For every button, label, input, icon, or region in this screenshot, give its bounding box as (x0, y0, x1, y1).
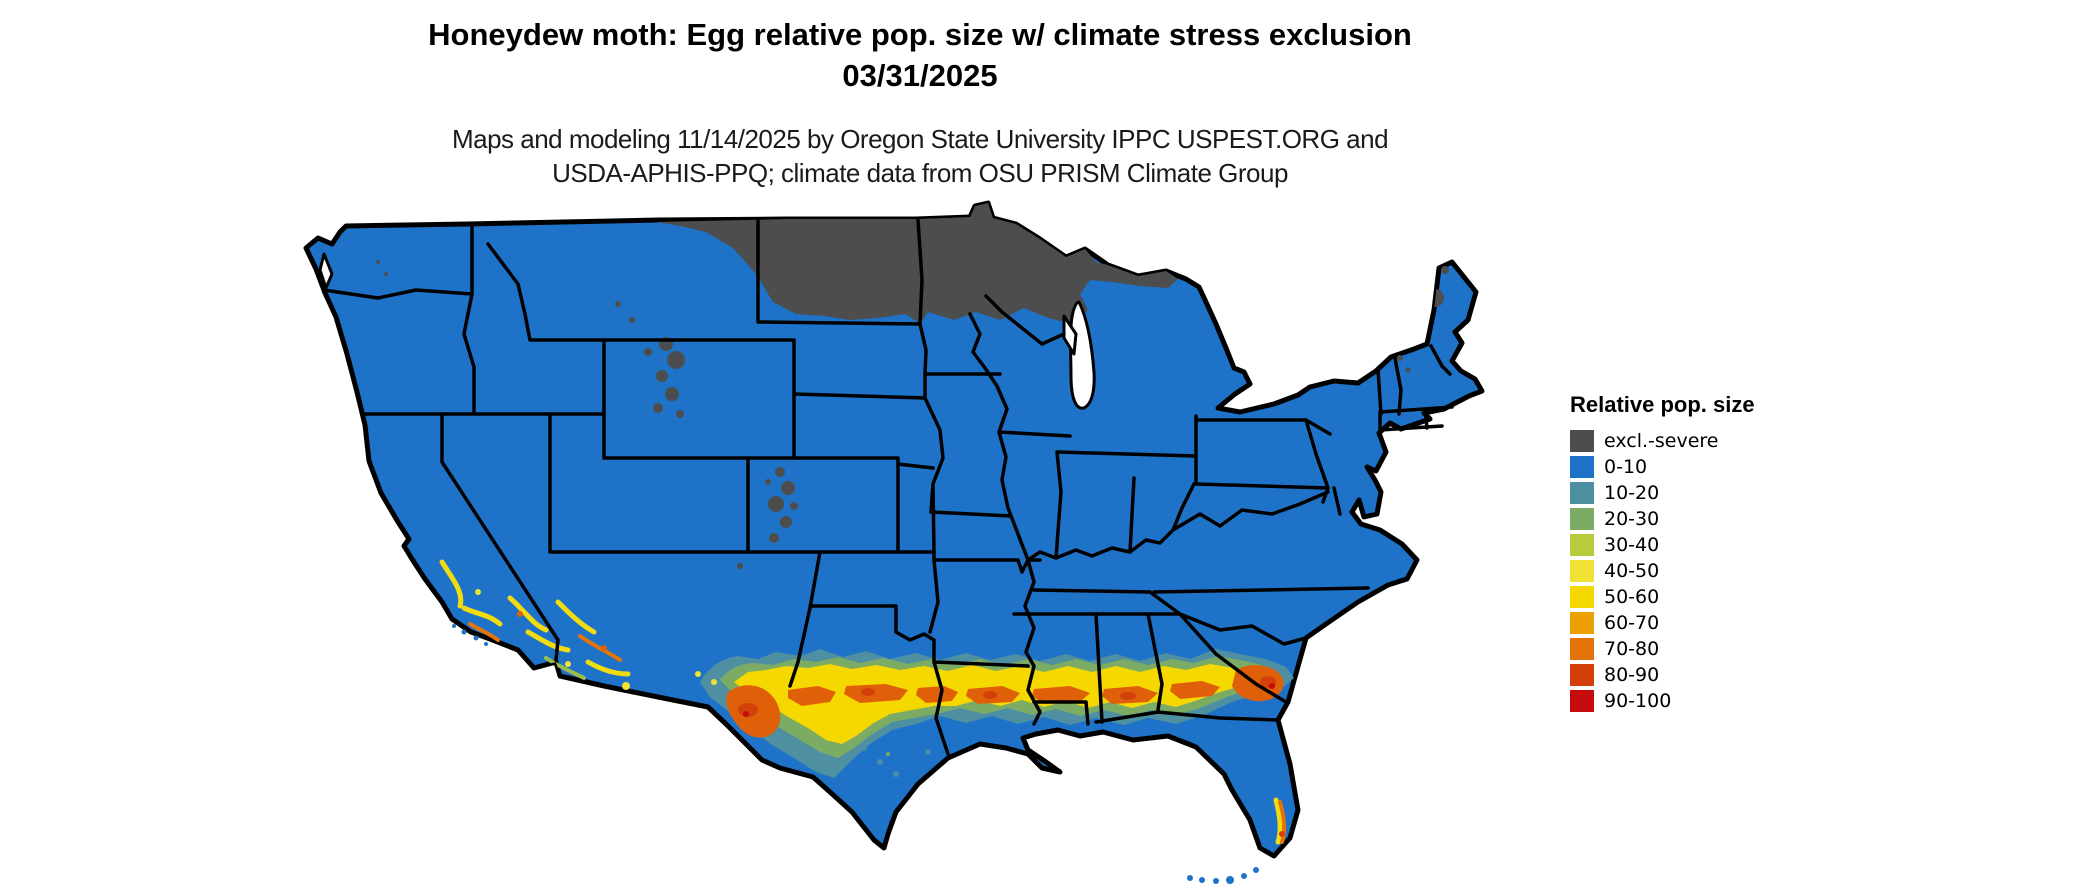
legend-item: 10-20 (1570, 482, 1810, 504)
channel-islands-dots (452, 624, 488, 646)
legend-item: 60-70 (1570, 612, 1810, 634)
legend-swatch-20-30 (1570, 508, 1594, 530)
pop-band-60-80 (726, 665, 1284, 738)
legend-item: 80-90 (1570, 664, 1810, 686)
legend-swatch-70-80 (1570, 638, 1594, 660)
map-subtitle-line2: USDA-APHIS-PPQ; climate data from OSU PR… (552, 158, 1288, 188)
map-title-line1: Honeydew moth: Egg relative pop. size w/… (428, 17, 1412, 52)
map-title: Honeydew moth: Egg relative pop. size w/… (220, 14, 1620, 96)
pop-band-40-60 (734, 664, 1272, 744)
map-subtitle-line1: Maps and modeling 11/14/2025 by Oregon S… (451, 124, 1389, 154)
map-title-date: 03/31/2025 (842, 58, 998, 93)
pop-band-90-100 (743, 683, 1275, 717)
florida-keys-dots (1187, 867, 1259, 884)
legend-swatch-40-50 (1570, 560, 1594, 582)
legend-item: excl.-severe (1570, 430, 1810, 452)
legend-swatch-60-70 (1570, 612, 1594, 634)
legend-swatch-excl-severe (1570, 430, 1594, 452)
legend-item: 40-50 (1570, 560, 1810, 582)
legend-item: 0-10 (1570, 456, 1810, 478)
map-raster-overlays (376, 203, 1449, 845)
pop-band-80-90 (738, 676, 1276, 717)
legend-swatch-0-10 (1570, 456, 1594, 478)
legend-item: 30-40 (1570, 534, 1810, 556)
legend-swatch-50-60 (1570, 586, 1594, 608)
green-bay (1062, 314, 1078, 356)
legend-title: Relative pop. size (1570, 392, 1755, 417)
texas-gulf-speckles (861, 745, 931, 777)
legend-item: 90-100 (1570, 690, 1810, 712)
legend-item: 70-80 (1570, 638, 1810, 660)
legend-swatch-90-100 (1570, 690, 1594, 712)
southwest-speckles (439, 559, 717, 701)
us-map (228, 162, 1550, 892)
lake-michigan (1069, 300, 1096, 410)
legend-swatch-80-90 (1570, 664, 1594, 686)
legend-swatch-30-40 (1570, 534, 1594, 556)
puget-sound (318, 252, 334, 290)
legend: Relative pop. size excl.-severe 0-10 10-… (1570, 392, 1810, 716)
map-subtitle: Maps and modeling 11/14/2025 by Oregon S… (220, 122, 1620, 190)
exclusion-region-north (656, 203, 1178, 324)
legend-swatch-10-20 (1570, 482, 1594, 504)
legend-item: 20-30 (1570, 508, 1810, 530)
exclusion-rockies-speckles (376, 260, 798, 569)
us-map-svg (228, 162, 1550, 884)
legend-item: 50-60 (1570, 586, 1810, 608)
south-florida-hotspot (1273, 797, 1287, 845)
state-borders (322, 218, 1454, 756)
